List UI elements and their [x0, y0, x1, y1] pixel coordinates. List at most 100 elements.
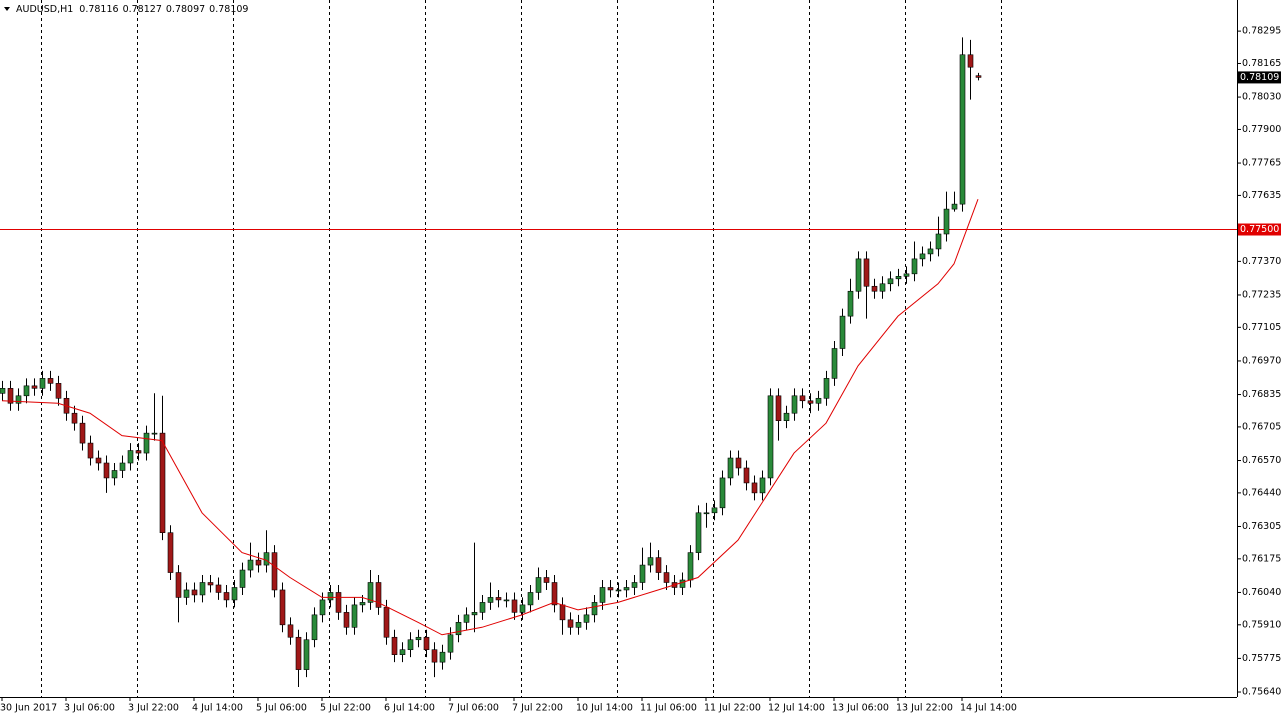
- candle-body: [15, 395, 22, 404]
- candle-body: [247, 559, 254, 571]
- candle-body: [23, 385, 30, 397]
- x-tick-label: 5 Jul 22:00: [320, 703, 371, 714]
- candle-body: [903, 273, 910, 277]
- candle-body: [567, 619, 574, 628]
- y-tick-label: 0.75775: [1242, 653, 1281, 664]
- x-tick-label: 13 Jul 06:00: [832, 703, 889, 714]
- candle-body: [943, 208, 950, 235]
- candle-body: [655, 557, 662, 573]
- candle-body: [855, 258, 862, 292]
- menu-triangle: [4, 7, 10, 11]
- symbol: AUDUSD,H1: [16, 4, 73, 15]
- candle-body: [367, 582, 374, 603]
- candle-body: [175, 572, 182, 598]
- candle-body: [319, 599, 326, 616]
- y-tick-label: 0.76970: [1242, 355, 1281, 366]
- y-tick-label: 0.76040: [1242, 587, 1281, 598]
- candle-body: [471, 612, 478, 616]
- candle-body: [231, 587, 238, 601]
- candle-body: [119, 462, 126, 471]
- y-tick-label: 0.76835: [1242, 389, 1281, 400]
- candle-body: [487, 597, 494, 603]
- y-tick-label: 0.75640: [1242, 687, 1281, 698]
- candle-body: [919, 253, 926, 260]
- candle-body: [335, 592, 342, 613]
- candle-body: [303, 639, 310, 670]
- candle-body: [127, 450, 134, 464]
- candle-body: [343, 612, 350, 628]
- candle-body: [463, 614, 470, 623]
- candle-body: [895, 276, 902, 280]
- candle-body: [799, 395, 806, 402]
- y-tick-label: 0.75910: [1242, 619, 1281, 630]
- candle-body: [87, 442, 94, 459]
- candle-body: [719, 477, 726, 509]
- candle-body: [831, 348, 838, 379]
- candle-body: [295, 636, 302, 670]
- candle-body: [0, 388, 6, 394]
- candle-body: [783, 412, 790, 421]
- y-tick-label: 0.76175: [1242, 553, 1281, 564]
- candle-body: [415, 636, 422, 641]
- candle-body: [143, 432, 150, 454]
- candle-body: [527, 592, 534, 606]
- candle-body: [375, 582, 382, 608]
- candle-body: [255, 559, 262, 566]
- candle-body: [351, 604, 358, 628]
- x-tick-label: 7 Jul 22:00: [512, 703, 563, 714]
- candle-body: [495, 597, 502, 601]
- candle-body: [951, 203, 958, 210]
- candle-body: [391, 636, 398, 655]
- candle-body: [623, 587, 630, 591]
- candle-body: [551, 582, 558, 606]
- y-tick-label: 0.76705: [1242, 421, 1281, 432]
- candle-body: [191, 589, 198, 596]
- candle-body: [359, 602, 366, 606]
- candle-body: [935, 233, 942, 250]
- x-tick-label: 11 Jul 22:00: [704, 703, 761, 714]
- candle-body: [423, 636, 430, 651]
- candle-body: [431, 649, 438, 663]
- candle-body: [95, 457, 102, 464]
- level-label: 0.77500: [1240, 224, 1279, 235]
- x-tick-label: 4 Jul 14:00: [192, 703, 243, 714]
- current-price-bg: [1238, 71, 1281, 84]
- candle-body: [615, 589, 622, 592]
- y-tick-label: 0.78165: [1242, 58, 1281, 69]
- candle-body: [271, 552, 278, 591]
- current-price-label: 0.78109: [1240, 72, 1279, 83]
- candle-body: [199, 582, 206, 596]
- candle-body: [31, 385, 38, 389]
- candle-body: [695, 512, 702, 553]
- y-tick-label: 0.76440: [1242, 487, 1281, 498]
- candle-body: [703, 512, 710, 515]
- y-tick-label: 0.78030: [1242, 92, 1281, 103]
- candle-body: [967, 54, 974, 68]
- candle-body: [679, 579, 686, 588]
- candle-body: [287, 624, 294, 638]
- candle-body: [47, 378, 54, 384]
- candle-body: [167, 532, 174, 573]
- candle-body: [791, 395, 798, 414]
- candle-body: [727, 457, 734, 479]
- x-tick-label: 5 Jul 06:00: [256, 703, 307, 714]
- moving-average: [1, 198, 979, 636]
- candle-body: [807, 400, 814, 404]
- x-tick-label: 30 Jun 2017: [0, 703, 57, 714]
- candle-body: [759, 477, 766, 494]
- candle-body: [543, 577, 550, 583]
- candle-body: [751, 482, 758, 494]
- close-value: 0.78109: [209, 4, 248, 15]
- candle-body: [591, 602, 598, 616]
- candle-body: [887, 278, 894, 285]
- candle-body: [647, 557, 654, 566]
- candle-body: [103, 462, 110, 479]
- candle-body: [383, 607, 390, 638]
- candle-body: [735, 457, 742, 469]
- x-tick-label: 13 Jul 22:00: [896, 703, 953, 714]
- candle-body: [607, 587, 614, 591]
- y-tick-label: 0.77900: [1242, 124, 1281, 135]
- candle-body: [599, 587, 606, 603]
